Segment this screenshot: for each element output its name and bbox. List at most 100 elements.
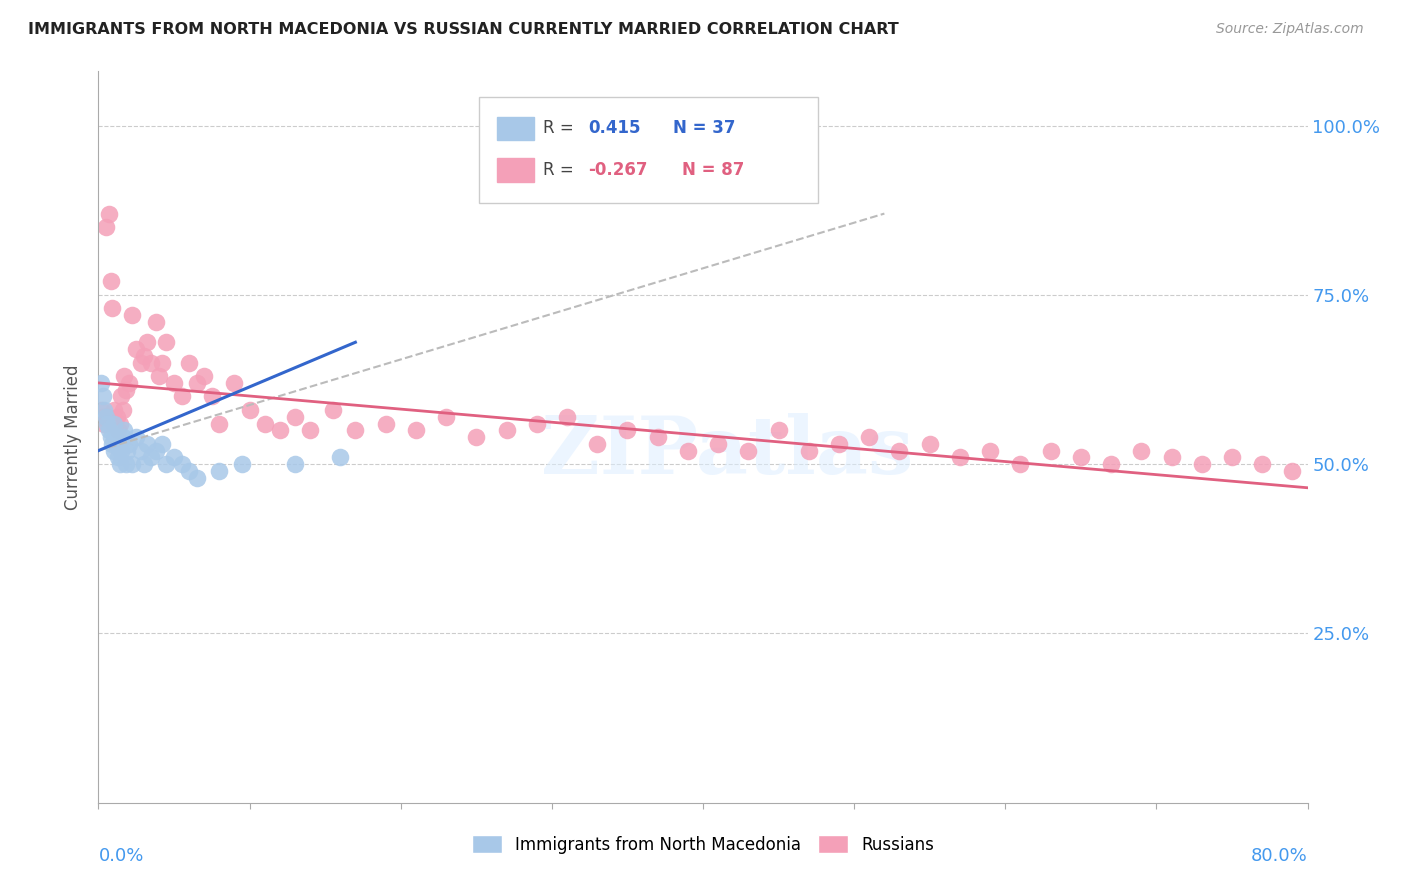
Point <box>118 437 141 451</box>
Point <box>329 450 352 465</box>
Point <box>114 383 136 397</box>
Point <box>103 417 125 431</box>
Point <box>111 430 134 444</box>
Point <box>112 369 135 384</box>
Point <box>284 409 307 424</box>
Point <box>344 423 367 437</box>
Point <box>1281 464 1303 478</box>
Point <box>1130 443 1153 458</box>
Point <box>284 457 307 471</box>
Point <box>858 430 880 444</box>
Point <box>141 450 163 465</box>
Point <box>112 423 135 437</box>
Point <box>100 274 122 288</box>
Point <box>979 443 1001 458</box>
Point <box>150 355 173 369</box>
Point <box>170 389 193 403</box>
Point <box>148 369 170 384</box>
Point <box>93 417 115 431</box>
Point <box>114 457 136 471</box>
Y-axis label: Currently Married: Currently Married <box>65 364 83 510</box>
Point <box>1039 443 1062 458</box>
Point <box>208 464 231 478</box>
Point <box>208 417 231 431</box>
Point <box>91 389 114 403</box>
Point <box>170 457 193 471</box>
Point <box>1251 457 1274 471</box>
Point <box>107 423 129 437</box>
Point <box>104 417 127 431</box>
Point <box>1160 450 1182 465</box>
Point <box>129 355 152 369</box>
Point <box>495 423 517 437</box>
Legend: Immigrants from North Macedonia, Russians: Immigrants from North Macedonia, Russian… <box>465 829 941 860</box>
Point <box>1372 484 1395 499</box>
Point <box>125 342 148 356</box>
Point <box>1312 471 1334 485</box>
Point <box>129 443 152 458</box>
Point <box>186 471 208 485</box>
Point <box>93 403 115 417</box>
Point <box>155 457 177 471</box>
Point <box>98 206 121 220</box>
Point <box>1191 457 1213 471</box>
Point <box>1010 457 1032 471</box>
Point <box>132 349 155 363</box>
Point <box>374 417 396 431</box>
Text: ZIPatlas: ZIPatlas <box>541 413 914 491</box>
Text: R =: R = <box>543 161 579 179</box>
Point <box>125 430 148 444</box>
Text: -0.267: -0.267 <box>588 161 648 179</box>
Point <box>90 403 112 417</box>
Point <box>239 403 262 417</box>
Point <box>100 430 122 444</box>
Point <box>434 409 457 424</box>
Point <box>105 409 128 424</box>
Point <box>253 417 276 431</box>
Point <box>111 403 134 417</box>
Point <box>163 376 186 390</box>
Point <box>828 437 851 451</box>
Point <box>768 423 790 437</box>
Bar <box>498 117 534 140</box>
Point <box>121 457 143 471</box>
Point <box>616 423 638 437</box>
Point <box>1220 450 1243 465</box>
Point <box>586 437 609 451</box>
Text: 80.0%: 80.0% <box>1251 847 1308 864</box>
Text: 0.415: 0.415 <box>588 120 641 137</box>
Point <box>145 315 167 329</box>
Text: N = 87: N = 87 <box>682 161 745 179</box>
Point <box>103 443 125 458</box>
Text: IMMIGRANTS FROM NORTH MACEDONIA VS RUSSIAN CURRENTLY MARRIED CORRELATION CHART: IMMIGRANTS FROM NORTH MACEDONIA VS RUSSI… <box>28 22 898 37</box>
Point <box>889 443 911 458</box>
Point <box>101 301 124 316</box>
Point <box>135 335 157 350</box>
Point <box>555 409 578 424</box>
Point <box>1341 477 1364 491</box>
Point <box>224 376 246 390</box>
Point <box>96 417 118 431</box>
Point <box>186 376 208 390</box>
FancyBboxPatch shape <box>479 97 818 203</box>
Point <box>193 369 215 384</box>
Point <box>108 417 131 431</box>
Point <box>405 423 427 437</box>
Point <box>949 450 972 465</box>
Point <box>150 437 173 451</box>
Point <box>465 430 488 444</box>
Point <box>322 403 344 417</box>
Point <box>163 450 186 465</box>
Point <box>918 437 941 451</box>
Point <box>526 417 548 431</box>
Point <box>299 423 322 437</box>
Point <box>1099 457 1122 471</box>
Point <box>179 464 201 478</box>
Point <box>155 335 177 350</box>
Point <box>647 430 669 444</box>
Point <box>96 409 118 424</box>
Text: N = 37: N = 37 <box>672 120 735 137</box>
Point <box>107 450 129 465</box>
Bar <box>498 159 534 182</box>
Point <box>110 443 132 458</box>
